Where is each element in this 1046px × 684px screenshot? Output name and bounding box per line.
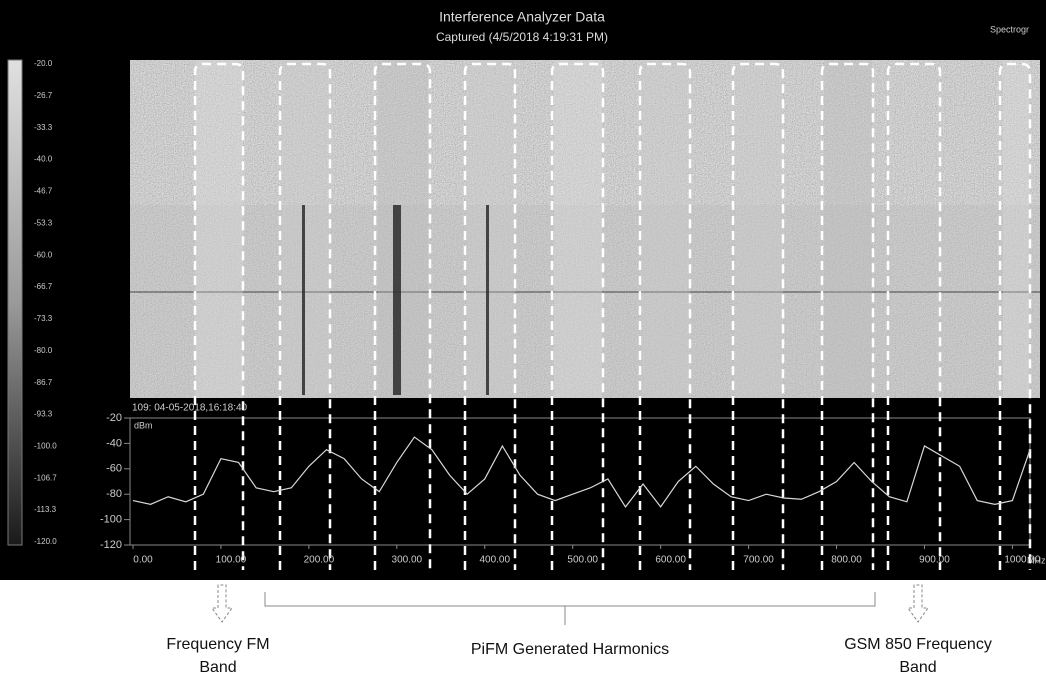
- color-scale-label: -73.3: [34, 314, 53, 323]
- band-box: [278, 62, 332, 570]
- annotation: PiFM Generated Harmonics: [471, 641, 669, 658]
- spectrogram-band: [554, 60, 602, 398]
- x-tick-label: 500.00: [567, 555, 598, 566]
- annotation-arrows: [211, 584, 929, 623]
- x-tick-label: 700.00: [743, 555, 774, 566]
- annotation: GSM 850 Frequency: [844, 636, 992, 653]
- mode-label: Spectrogr: [990, 24, 1029, 34]
- spectrogram: [130, 60, 1040, 398]
- color-scale-label: -86.7: [34, 378, 53, 387]
- spectrogram-band: [467, 60, 515, 398]
- arrow: [211, 584, 233, 623]
- band-box: [886, 62, 942, 570]
- spectrogram-line: [393, 205, 401, 395]
- color-scale-label: -20.0: [34, 59, 53, 68]
- y-tick-label: -40: [106, 437, 122, 449]
- y-tick-label: -80: [106, 488, 122, 500]
- spectrum-trace: [132, 436, 1031, 508]
- color-scale-label: -66.7: [34, 282, 53, 291]
- x-tick-label: 400.00: [479, 555, 510, 566]
- color-scale-label: -80.0: [34, 346, 53, 355]
- y-tick-label: -120: [100, 539, 122, 551]
- annotation: Band: [199, 659, 236, 676]
- color-scale-label: -46.7: [34, 187, 53, 196]
- spectrogram-band: [824, 60, 872, 398]
- x-tick-label: 0.00: [133, 555, 153, 566]
- annotation: Frequency FM: [166, 636, 269, 653]
- x-tick-label: 300.00: [392, 555, 423, 566]
- x-tick-label: 100.00: [216, 555, 247, 566]
- band-box: [638, 62, 692, 570]
- title: Interference Analyzer Data: [439, 9, 605, 25]
- spectrogram-band: [195, 60, 243, 398]
- color-scale-label: -40.0: [34, 155, 53, 164]
- spectrogram-band: [282, 60, 330, 398]
- band-box: [193, 62, 245, 570]
- spectrogram-band: [642, 60, 690, 398]
- bracket: [264, 592, 876, 625]
- x-tick-label: 600.00: [655, 555, 686, 566]
- color-scale-label: -106.7: [34, 473, 57, 482]
- y-tick-label: -100: [100, 514, 122, 526]
- y-tick-label: -60: [106, 463, 122, 475]
- color-scale-label: -60.0: [34, 250, 53, 259]
- y-unit: dBm: [134, 420, 153, 430]
- spectrogram-band: [735, 60, 783, 398]
- color-scale-label: -26.7: [34, 91, 53, 100]
- color-scale-label: -100.0: [34, 442, 57, 451]
- band-box: [550, 62, 605, 570]
- band-highlights: [193, 62, 1032, 570]
- spectrogram-line: [302, 205, 305, 395]
- band-box: [373, 62, 432, 570]
- arrow: [907, 584, 929, 623]
- color-scale-label: -53.3: [34, 218, 53, 227]
- band-box: [820, 62, 875, 570]
- x-tick-label: 200.00: [304, 555, 335, 566]
- color-scale-label: -120.0: [34, 537, 57, 546]
- subtitle: Captured (4/5/2018 4:19:31 PM): [436, 30, 608, 44]
- x-tick-label: 900.00: [919, 555, 950, 566]
- x-tick-label: 1000.00: [1004, 555, 1041, 566]
- timestamp: 109: 04-05-2018,16:18:40: [132, 403, 248, 414]
- band-box: [731, 62, 785, 570]
- color-scale-label: -113.3: [34, 505, 57, 514]
- band-box: [998, 62, 1032, 570]
- color-bar: [7, 59, 23, 546]
- x-tick-label: 800.00: [831, 555, 862, 566]
- band-box: [463, 62, 517, 570]
- y-tick-label: -20: [106, 412, 122, 424]
- annotation: Band: [899, 659, 936, 676]
- spectrogram-band: [378, 60, 428, 398]
- color-scale-label: -93.3: [34, 410, 53, 419]
- spectrogram-band: [1003, 60, 1029, 398]
- color-scale-label: -33.3: [34, 123, 53, 132]
- annotations: Frequency FM Band PiFM Generated Harmonics…: [166, 636, 991, 676]
- spectrogram-line: [486, 205, 489, 395]
- x-unit: MHz: [1027, 555, 1046, 565]
